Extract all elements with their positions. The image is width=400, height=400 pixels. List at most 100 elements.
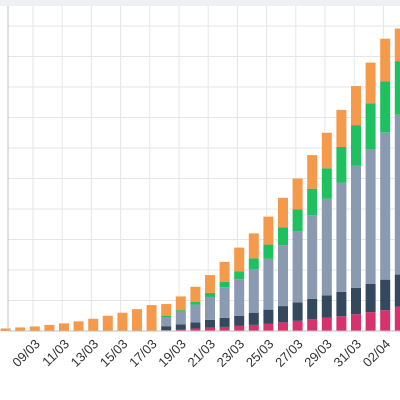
x-tick-label: 21/03 (184, 336, 218, 370)
bar-segment (351, 314, 361, 331)
bar-segment (219, 326, 230, 331)
bar-segment (0, 328, 11, 331)
x-tick-label: 15/03 (97, 336, 131, 370)
bar-segment (365, 312, 376, 331)
bar-segment (307, 215, 318, 299)
x-tick-label: 11/03 (39, 336, 72, 369)
bar-segment (132, 309, 142, 331)
bar-segment (175, 329, 186, 331)
bar-segment (321, 132, 332, 169)
bar-segment (365, 149, 376, 284)
bar-segment (205, 275, 215, 293)
bar-segment (292, 320, 303, 331)
x-tick-label: 19/03 (155, 336, 189, 370)
bar-segment (292, 209, 303, 232)
bar-segment (234, 325, 245, 331)
bar-segment (248, 233, 259, 259)
x-tick-label: 23/03 (214, 336, 248, 370)
bar-segment (205, 296, 215, 320)
bar-segment (234, 315, 245, 326)
bar-segment (321, 168, 332, 199)
bar-segment (336, 182, 347, 292)
bar-segment (394, 274, 400, 307)
bar-segment (307, 188, 318, 216)
x-tick-label: 25/03 (243, 336, 277, 370)
bar-segment (248, 268, 259, 313)
x-tick-label: 02/04 (360, 336, 394, 370)
bar-segment (380, 38, 391, 82)
bar-segment (351, 85, 361, 126)
bar-segment (394, 306, 400, 331)
bar-segment (263, 309, 274, 324)
bar-segment (307, 298, 318, 320)
bar-segment (190, 286, 201, 303)
bar-segment (365, 62, 376, 104)
x-tick-labels: 09/0311/0313/0315/0317/0319/0321/0323/03… (9, 336, 394, 370)
x-tick-label: 09/03 (9, 336, 43, 370)
bar-segment (73, 321, 84, 331)
bar-segment (394, 28, 400, 62)
axes (7, 6, 400, 332)
bar-segment (234, 279, 245, 316)
bar-segment (219, 261, 230, 282)
bars (0, 28, 400, 331)
bar-segment (205, 292, 215, 297)
bar-segment (161, 316, 172, 318)
bar-segment (88, 318, 99, 331)
bar-segment (44, 324, 55, 331)
bar-segment (278, 306, 288, 323)
bar-segment (321, 295, 332, 318)
bar-segment (307, 155, 318, 189)
x-tick-label: 27/03 (272, 336, 306, 370)
bar-segment (205, 319, 215, 328)
bar-segment (219, 317, 230, 327)
bar-segment (321, 317, 332, 331)
bar-segment (190, 322, 201, 329)
bar-segment (190, 328, 201, 331)
bar-segment (29, 326, 40, 331)
bar-segment (380, 132, 391, 280)
bar-segment (278, 245, 288, 307)
bar-segment (278, 227, 288, 246)
x-tick-label: 17/03 (126, 336, 160, 370)
bar-segment (292, 302, 303, 321)
bar-segment (146, 305, 157, 331)
bar-segment (205, 327, 215, 331)
bar-segment (278, 322, 288, 331)
bar-segment (248, 312, 259, 325)
bar-segment (161, 326, 172, 331)
bar-segment (161, 304, 172, 317)
bar-segment (351, 165, 361, 288)
bar-segment (365, 283, 376, 313)
bar-segment (263, 258, 274, 310)
bar-segment (15, 327, 26, 331)
bar-segment (336, 291, 347, 317)
bar-segment (394, 61, 400, 115)
bar-segment (117, 312, 128, 331)
x-tick-label: 31/03 (330, 336, 364, 370)
bar-segment (394, 114, 400, 275)
bar-segment (365, 103, 376, 150)
bar-segment (263, 323, 274, 331)
bar-segment (336, 109, 347, 147)
bar-segment (102, 315, 113, 331)
bar-segment (219, 281, 230, 288)
bar-segment (248, 258, 259, 269)
bar-segment (321, 198, 332, 296)
bar-segment (175, 324, 186, 330)
bar-segment (307, 319, 318, 331)
bar-segment (380, 81, 391, 133)
bar-segment (175, 310, 186, 312)
bar-segment (219, 287, 230, 318)
bar-segment (292, 231, 303, 303)
bar-segment (351, 287, 361, 315)
bar-segment (248, 324, 259, 331)
bar-segment (263, 244, 274, 259)
bar-segment (351, 125, 361, 166)
bar-segment (190, 304, 201, 323)
x-tick-label: 13/03 (68, 336, 102, 370)
bar-segment (292, 178, 303, 210)
x-tick-label: 29/03 (301, 336, 335, 370)
